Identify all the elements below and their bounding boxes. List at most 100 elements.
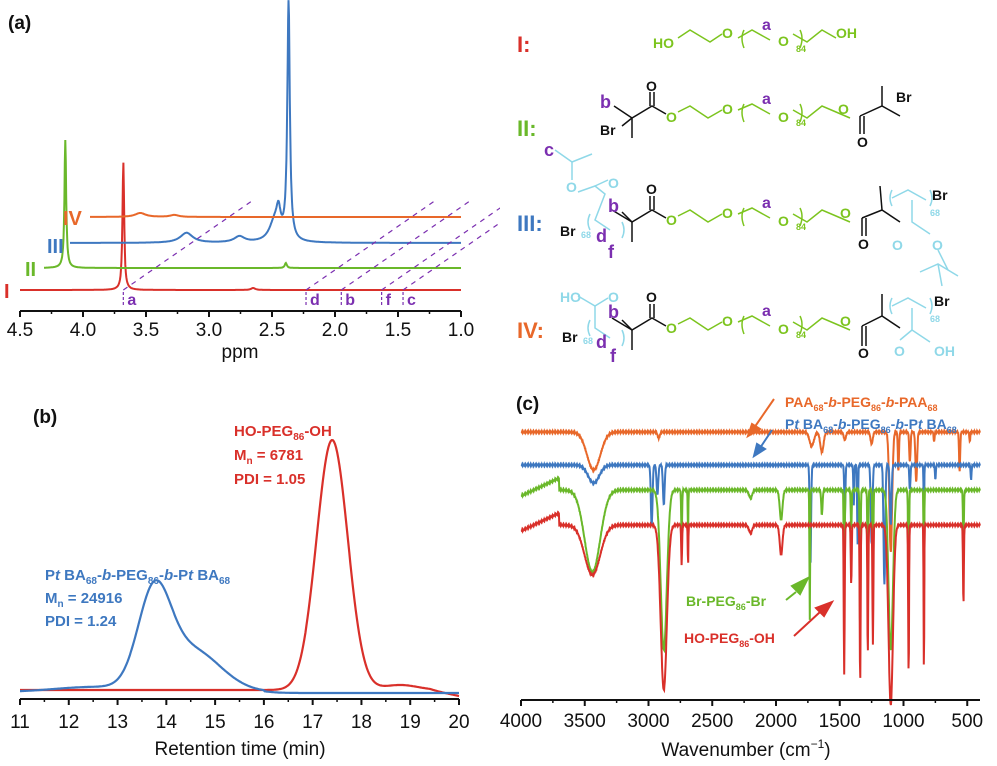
legend-ho-peg-oh: HO-PEG86-OH Mn = 6781 PDI = 1.05 xyxy=(234,423,332,488)
arrow-paa xyxy=(746,398,775,439)
svg-text:f: f xyxy=(608,242,615,262)
legend-ptba-peg-ptba-ir: Pt BA68-b-PEG86-b-Pt BA68 xyxy=(785,416,957,435)
nmr-axis-tick-label: 4.5 xyxy=(7,320,33,341)
nmr-axis-tick-label: 3.5 xyxy=(133,320,159,341)
ftir-axis-tick-label: 3000 xyxy=(627,711,669,732)
nmr-axis-tick-label: 2.0 xyxy=(322,320,348,341)
svg-text:Br: Br xyxy=(896,89,912,105)
svg-text:Br: Br xyxy=(562,329,578,345)
svg-text:84: 84 xyxy=(796,330,806,340)
ftir-axis-tick-label: 2000 xyxy=(755,711,797,732)
svg-text:a: a xyxy=(762,17,771,34)
svg-text:f: f xyxy=(610,346,617,366)
legend-paa-peg-paa: PAA68-b-PEG86-b-PAA68 xyxy=(785,394,938,413)
annotation-guide-d xyxy=(305,199,437,291)
panel-b-gpc-chart: (b) 11 12 13 14 15 16 17 18 19 20 Retention time … xyxy=(10,407,470,760)
annotation-guide-a xyxy=(122,199,254,291)
structure-I xyxy=(677,29,837,49)
nmr-spectrum-IV xyxy=(90,212,461,218)
svg-text:O: O xyxy=(608,289,619,305)
chemical-structures: I: II: III: IV: HO O O 84 OH a xyxy=(517,17,959,366)
structure-II-text: b Br O O O O 84 a O O Br xyxy=(600,78,912,150)
svg-text:O: O xyxy=(858,236,869,252)
svg-text:PDI = 1.05: PDI = 1.05 xyxy=(234,471,305,488)
svg-text:Mn = 6781: Mn = 6781 xyxy=(234,447,303,467)
ftir-plot-area xyxy=(520,427,981,706)
gpc-axis-tick-label: 11 xyxy=(10,712,30,733)
svg-text:b: b xyxy=(608,302,619,322)
structure-III xyxy=(554,149,959,287)
svg-text:d: d xyxy=(596,332,607,352)
svg-text:a: a xyxy=(762,303,771,320)
svg-text:Pt BA68-b-PEG86-b-Pt BA68: Pt BA68-b-PEG86-b-Pt BA68 xyxy=(45,567,231,587)
gpc-x-axis: 11 12 13 14 15 16 17 18 19 20 xyxy=(10,698,470,733)
svg-text:PAA68-b-PEG86-b-PAA68: PAA68-b-PEG86-b-PAA68 xyxy=(785,394,938,413)
nmr-spectrum-I xyxy=(20,162,461,291)
svg-text:68: 68 xyxy=(930,314,940,324)
series-label-II: II xyxy=(25,259,36,281)
series-label-IV: IV xyxy=(63,208,83,230)
nmr-axis-tick-label: 2.5 xyxy=(259,320,285,341)
svg-text:Br-PEG86-Br: Br-PEG86-Br xyxy=(686,593,767,612)
svg-text:HO-PEG86-OH: HO-PEG86-OH xyxy=(684,630,775,649)
svg-text:a: a xyxy=(762,91,771,108)
svg-text:Br: Br xyxy=(934,293,950,309)
nmr-x-axis-title: ppm xyxy=(222,342,259,363)
svg-text:O: O xyxy=(778,109,789,125)
panel-label-c: (c) xyxy=(516,394,539,415)
svg-text:O: O xyxy=(646,289,657,305)
nmr-spectrum-II xyxy=(44,139,461,269)
svg-text:O: O xyxy=(666,320,677,336)
svg-text:Br: Br xyxy=(600,122,616,138)
svg-text:OH: OH xyxy=(836,25,857,41)
svg-text:O: O xyxy=(646,78,657,94)
legend-br-peg-br: Br-PEG86-Br xyxy=(686,593,767,612)
svg-text:b: b xyxy=(600,92,611,112)
ftir-axis-tick-label: 500 xyxy=(951,711,983,732)
gpc-axis-tick-label: 14 xyxy=(156,712,178,733)
legend-ptba-peg-ptba: Pt BA68-b-PEG86-b-Pt BA68 Mn = 24916 PDI… xyxy=(45,567,231,630)
svg-text:O: O xyxy=(722,205,733,221)
panel-label-a: (a) xyxy=(8,13,31,34)
svg-text:O: O xyxy=(722,25,733,41)
annotation-label-a: a xyxy=(127,292,136,309)
annotation-guide-f xyxy=(381,207,500,291)
svg-text:O: O xyxy=(722,313,733,329)
svg-text:HO: HO xyxy=(653,35,674,51)
arrow-ptba xyxy=(752,429,773,459)
ftir-spectrum-ptba68-b-peg86-b-ptba68 xyxy=(520,460,981,585)
svg-text:68: 68 xyxy=(583,336,593,346)
nmr-x-axis: 4.5 4.0 3.5 3.0 2.5 2.0 1.5 1.0 xyxy=(7,310,474,341)
svg-text:Mn = 24916: Mn = 24916 xyxy=(45,590,122,610)
svg-text:O: O xyxy=(722,101,733,117)
svg-text:O: O xyxy=(840,205,851,221)
svg-text:c: c xyxy=(544,140,554,160)
structure-label-IV: IV: xyxy=(517,318,544,343)
svg-text:O: O xyxy=(858,345,869,361)
ftir-axis-tick-label: 4000 xyxy=(500,711,542,732)
nmr-axis-tick-label: 3.0 xyxy=(196,320,222,341)
legend-ho-peg-oh-ir: HO-PEG86-OH xyxy=(684,630,775,649)
svg-text:O: O xyxy=(778,33,789,49)
gpc-axis-tick-label: 17 xyxy=(302,712,323,733)
annotation-guide-b xyxy=(340,199,472,291)
structure-label-I: I: xyxy=(517,32,530,57)
svg-text:84: 84 xyxy=(796,44,806,54)
svg-text:HO-PEG86-OH: HO-PEG86-OH xyxy=(234,423,332,443)
svg-text:O: O xyxy=(932,237,943,253)
svg-text:O: O xyxy=(608,175,619,191)
annotation-label-b: b xyxy=(345,292,355,309)
nmr-axis-tick-label: 4.0 xyxy=(70,320,96,341)
svg-text:O: O xyxy=(892,237,903,253)
gpc-axis-tick-label: 12 xyxy=(58,712,79,733)
svg-text:O: O xyxy=(840,313,851,329)
gpc-curve-ho-peg-oh xyxy=(20,438,460,698)
gpc-curve-ptba-peg-ptba xyxy=(20,579,459,695)
ftir-axis-tick-label: 1000 xyxy=(882,711,924,732)
svg-text:68: 68 xyxy=(930,208,940,218)
gpc-plot-area xyxy=(20,438,460,698)
gpc-axis-tick-label: 16 xyxy=(253,712,274,733)
svg-text:O: O xyxy=(894,343,905,359)
svg-text:a: a xyxy=(762,195,771,212)
